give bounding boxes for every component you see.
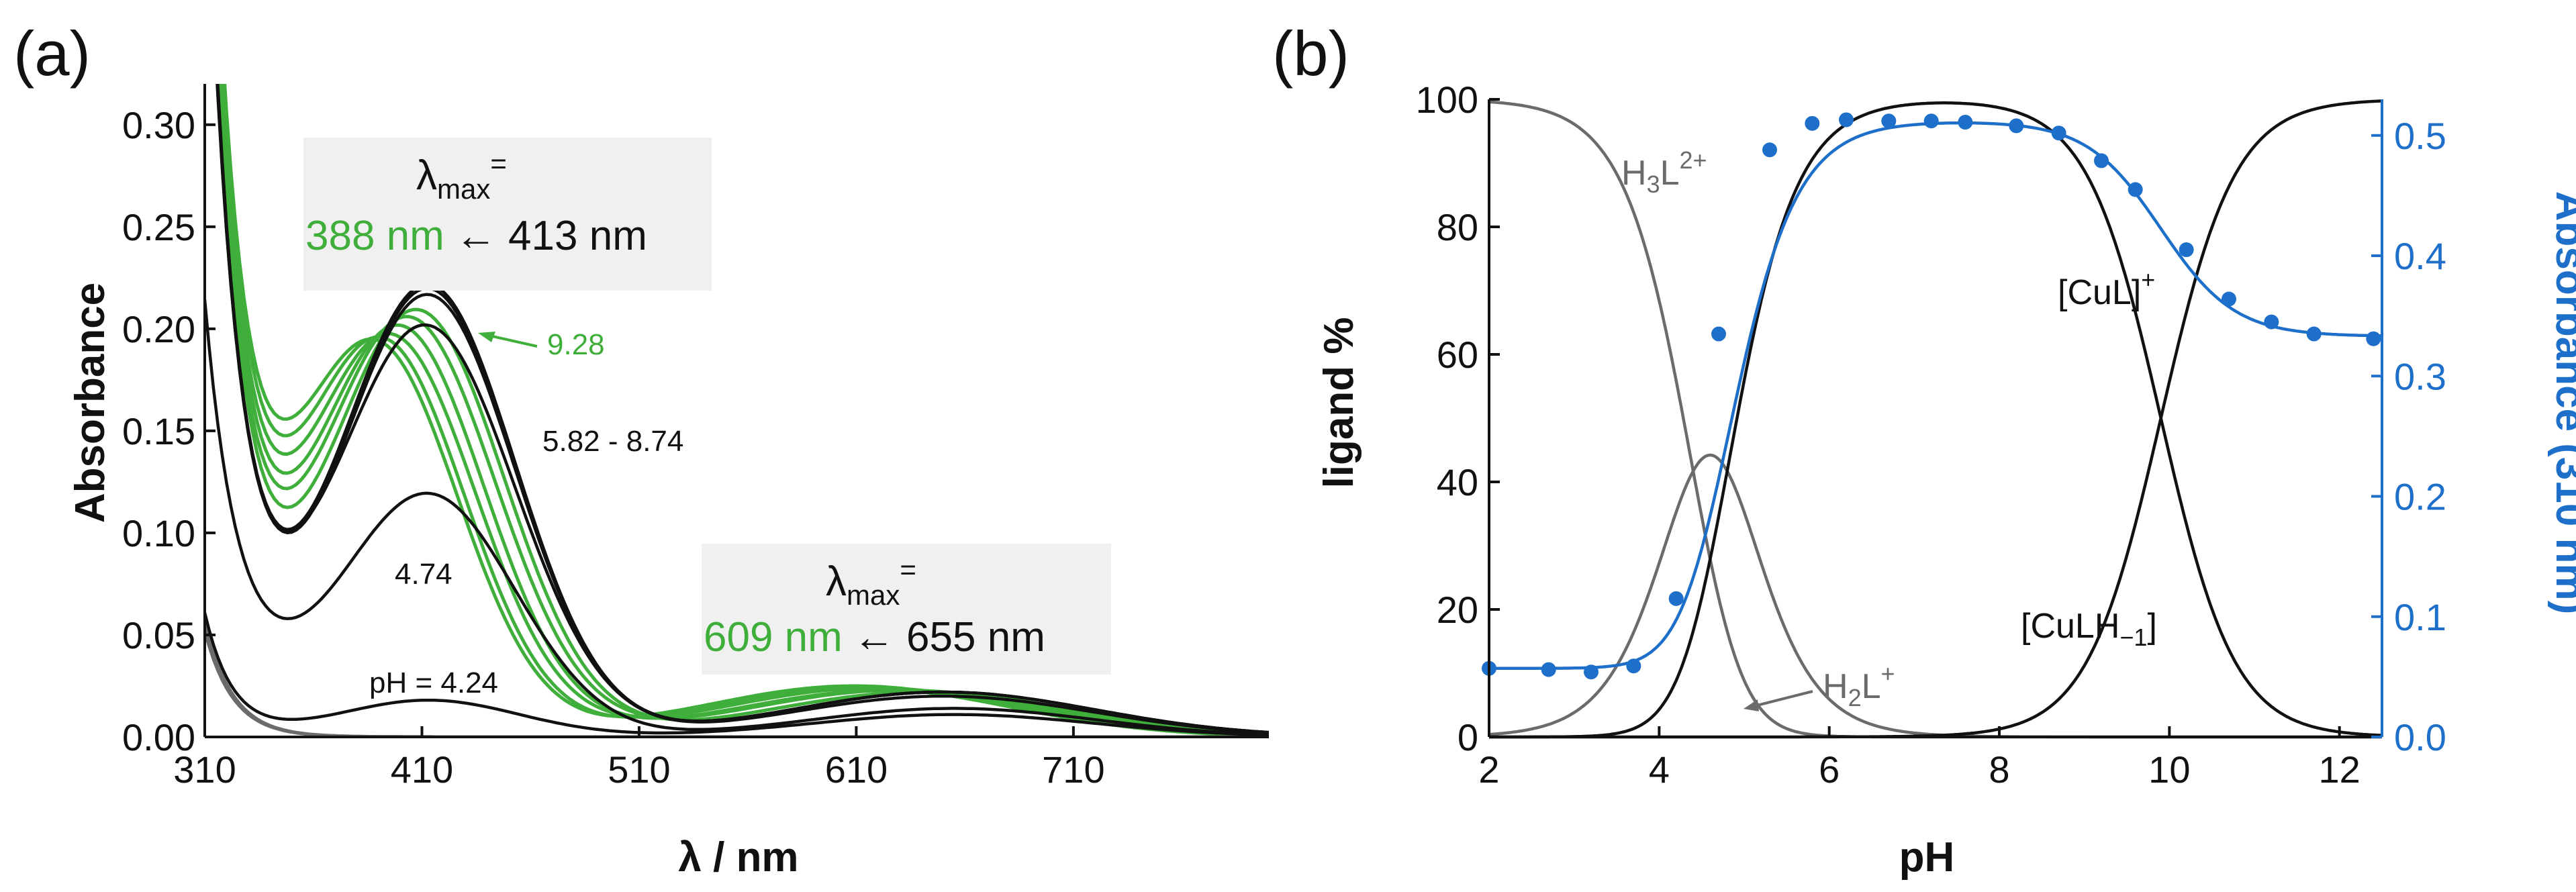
panel-a-axes: 0.00 0.05 0.10 0.15 0.20 0.25 0.30 310 410 510 610… xyxy=(122,84,1269,791)
absorbance-data-point xyxy=(2051,126,2066,141)
lambda-box-vis-values: 609 nm ← 655 nm xyxy=(704,614,1045,660)
panel-a-xtick-label: 610 xyxy=(825,748,888,791)
annotation-ph-4-24: pH = 4.24 xyxy=(369,666,498,699)
absorbance-data-point xyxy=(1881,113,1897,129)
annotation-ph-range: 5.82 - 8.74 xyxy=(542,425,683,458)
panel-a-ytick-label: 0.00 xyxy=(122,716,195,758)
species-label-h3l: H3L2+ xyxy=(1621,146,1707,198)
species-label-h2l: H2L+ xyxy=(1823,660,1895,711)
absorbance-data-point xyxy=(2366,331,2381,346)
panel-b-ytick-right-label: 0.2 xyxy=(2394,476,2446,518)
absorbance-data-point xyxy=(1923,113,1939,129)
panel-b-ytick-left-label: 60 xyxy=(1437,334,1478,376)
lambda-box-uv-title: λmax= xyxy=(416,148,507,205)
panel-b-ytick-right-label: 0.1 xyxy=(2394,596,2446,638)
spectrum-ph-4-24 xyxy=(205,612,1269,737)
panel-b-xtick-label: 2 xyxy=(1478,748,1499,791)
panel-b-xlabel: pH xyxy=(1899,834,1955,881)
spectrum-4-74 xyxy=(205,299,1269,736)
species-label-culh: [CuLH−1] xyxy=(2021,607,2157,651)
panel-a-ytick-label: 0.15 xyxy=(122,410,195,452)
panel-b-ytick-left-label: 80 xyxy=(1437,206,1478,248)
panel-b-ytick-right-label: 0.5 xyxy=(2394,115,2446,157)
panel-b-xtick-label: 6 xyxy=(1819,748,1840,791)
absorbance-data-point xyxy=(1711,326,1726,342)
panel-b-ytick-left-label: 100 xyxy=(1416,79,1478,121)
panel-b-ytick-right-label: 0.0 xyxy=(2394,716,2446,758)
absorbance-data-point xyxy=(1762,142,1777,158)
lambda-max-box-vis: λmax= 609 nm ← 655 nm xyxy=(702,544,1111,675)
annotation-ph-4-74: 4.74 xyxy=(395,558,452,591)
panel-b-plot: 0 20 40 60 80 100 0.0 0.1 0.2 0.3 0.4 0.5 2 4 6 8 10 12 xyxy=(1416,79,2446,791)
panel-b-ytick-right-label: 0.4 xyxy=(2394,235,2446,277)
panel-a-ytick-label: 0.30 xyxy=(122,104,195,146)
panel-b-ytick-left-label: 40 xyxy=(1437,461,1478,503)
species-culh-curve xyxy=(1489,99,2383,739)
panel-b-ylabel-right: Absorbance (310 nm) xyxy=(2547,191,2576,615)
panel-a-ytick-label: 0.20 xyxy=(122,308,195,350)
panel-a-xtick-label: 710 xyxy=(1042,748,1104,791)
panel-b-axes: 0 20 40 60 80 100 0.0 0.1 0.2 0.3 0.4 0.5 2 4 6 8 10 12 xyxy=(1416,79,2446,791)
panel-b-points xyxy=(1482,112,2381,680)
panel-a-plot: 0.00 0.05 0.10 0.15 0.20 0.25 0.30 310 410 510 610… xyxy=(122,84,1269,791)
absorbance-data-point xyxy=(2179,242,2194,258)
panel-b-curves xyxy=(1488,99,2383,739)
lambda-box-uv-bg xyxy=(303,138,712,291)
panel-a-xlabel: λ / nm xyxy=(678,834,798,881)
species-label-cul: [CuL]+ xyxy=(2058,266,2155,312)
annotation-9-28-arrowhead xyxy=(478,332,495,342)
lambda-max-box-uv: λmax= 388 nm ← 413 nm xyxy=(303,138,712,291)
panel-b-label: (b) xyxy=(1272,18,1349,89)
annotation-ph-9-28: 9.28 xyxy=(547,328,605,361)
panel-b-ylabel-left: ligand % xyxy=(1316,317,1362,489)
absorbance-data-point xyxy=(2306,326,2322,342)
absorbance-data-point xyxy=(2009,118,2024,134)
panel-a: (a) 0.00 0.05 0.10 0.15 0.20 0.25 0.30 310 410 51… xyxy=(13,18,1269,881)
species-h2l-arrow xyxy=(1748,690,1813,709)
lambda-box-vis-bg xyxy=(702,544,1111,675)
absorbance-fit-curve xyxy=(1489,121,2382,671)
panel-b-xtick-label: 12 xyxy=(2319,748,2360,791)
panel-a-ytick-label: 0.05 xyxy=(122,614,195,656)
absorbance-data-point xyxy=(1668,591,1684,606)
panel-a-ytick-label: 0.10 xyxy=(122,512,195,554)
panel-b: (b) 0 20 40 60 80 100 0.0 0.1 0.2 0.3 0.4 0.5 2 4 6 8 10… xyxy=(1272,18,2576,881)
panel-b-ytick-left-label: 0 xyxy=(1458,716,1478,758)
lambda-box-uv-values: 388 nm ← 413 nm xyxy=(305,213,647,259)
species-h2l-arrowhead xyxy=(1744,699,1759,711)
panel-b-ytick-left-label: 20 xyxy=(1437,589,1478,631)
absorbance-data-point xyxy=(1626,658,1641,674)
lambda-box-vis-title: λmax= xyxy=(826,554,916,611)
absorbance-data-point xyxy=(2222,291,2236,307)
panel-b-xtick-label: 10 xyxy=(2148,748,2190,791)
absorbance-data-point xyxy=(1584,664,1599,680)
absorbance-data-point xyxy=(1541,662,1556,677)
panel-a-xtick-label: 310 xyxy=(173,748,236,791)
panel-a-label: (a) xyxy=(13,18,91,89)
absorbance-data-point xyxy=(1839,112,1854,128)
panel-b-ytick-right-label: 0.3 xyxy=(2394,355,2446,397)
absorbance-data-point xyxy=(2094,153,2109,168)
panel-a-xtick-label: 510 xyxy=(608,748,670,791)
spectrum-5-82-8-74-c xyxy=(216,84,1269,734)
absorbance-data-point xyxy=(2128,182,2143,197)
panel-b-xtick-label: 4 xyxy=(1649,748,1670,791)
panel-b-xtick-label: 8 xyxy=(1989,748,2009,791)
absorbance-data-point xyxy=(1805,115,1820,131)
absorbance-data-point xyxy=(2264,314,2279,330)
species-cul-curve xyxy=(1489,101,2383,739)
panel-a-ylabel: Absorbance xyxy=(67,283,113,523)
species-h2l-curve xyxy=(1488,453,2382,739)
absorbance-data-point xyxy=(1958,115,1973,130)
panel-a-xtick-label: 410 xyxy=(391,748,453,791)
species-h3l-curve xyxy=(1488,100,2382,739)
panel-a-ytick-label: 0.25 xyxy=(122,206,195,248)
